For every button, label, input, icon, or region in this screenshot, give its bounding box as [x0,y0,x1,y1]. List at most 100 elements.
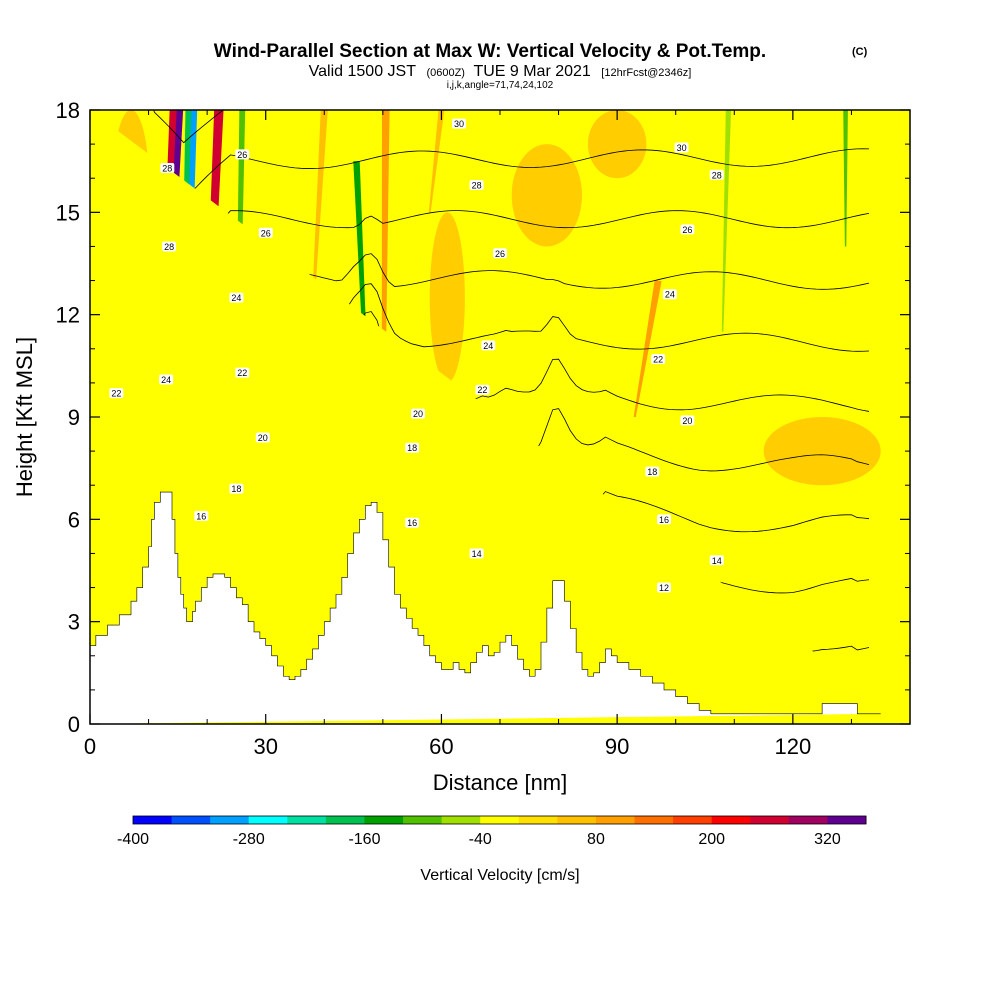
isentrope-label: 24 [159,374,174,385]
chart-title: Wind-Parallel Section at Max W: Vertical… [214,41,766,62]
isentrope-label-bg [475,384,490,395]
colorbar-tick-label: -160 [348,831,380,848]
isentrope-label-text: 24 [483,341,493,351]
colorbar-tick-label: -280 [233,831,265,848]
y-tick-label: 12 [56,303,80,328]
colorbar-swatch [827,816,867,824]
isentrope-label-text: 22 [653,355,663,365]
isentrope-label: 22 [235,367,250,378]
isentrope-label: 18 [405,442,420,453]
isentrope-label-text: 18 [647,467,657,477]
y-tick-label: 6 [68,507,80,532]
isentrope-label-bg [405,442,420,453]
isentrope-label: 30 [452,118,466,129]
colorbar: -400 -280 -160 -40 80 200 320 [117,815,867,848]
colorbar-tick-label: 80 [587,831,605,848]
colorbar-swatch [403,816,443,824]
isentrope-label-bg [160,162,175,173]
isentrope-label: 24 [662,289,677,300]
terrain [90,491,881,724]
isentrope-label-text: 24 [161,375,171,385]
isentrope-label: 22 [651,354,666,365]
y-tick-label: 3 [68,610,80,635]
isentrope-label-text: 14 [712,556,722,566]
isentrope-label: 26 [235,149,250,160]
subtitle-valid: Valid 1500 JST [309,63,417,80]
isentrope-label-text: 22 [111,389,121,399]
velocity-patch [429,212,465,383]
y-tick-label: 9 [68,405,80,430]
velocity-patch [511,144,582,247]
isentrope-label-bg [159,374,174,385]
isentrope-label-bg [662,289,677,300]
isentrope-label-text: 14 [472,549,482,559]
isentrope-label: 26 [258,227,273,238]
subtitle-date: TUE 9 Mar 2021 [473,63,590,80]
isentrope-label-text: 22 [237,368,247,378]
colorbar-swatch [441,816,481,824]
colorbar-swatch [480,816,520,824]
x-tick-label: 90 [605,734,629,759]
isentrope-label-text: 28 [712,170,722,180]
y-tick-label: 18 [56,98,80,123]
isentrope-label-bg [235,367,250,378]
colorbar-swatch [248,816,288,824]
isentrope-label: 28 [162,241,177,252]
isentrope-label-text: 24 [665,290,675,300]
isentrope-label-bg [235,149,250,160]
isentrope-label-bg [255,432,270,443]
isentrope-label: 16 [657,514,671,525]
isentrope-label-text: 28 [162,163,172,173]
isentrope-label-bg [162,241,177,252]
isentrope-label: 12 [657,582,671,593]
colorbar-swatch [634,816,674,824]
colorbar-swatch [788,816,828,824]
y-tick-label: 15 [56,200,80,225]
isentrope-label: 24 [481,340,496,351]
isentrope-label-text: 28 [472,181,482,191]
colorbar-tick-label: -40 [469,831,492,848]
y-axis: 0 3 6 9 12 15 18 [56,98,910,737]
x-tick-label: 120 [774,734,811,759]
velocity-patch [763,417,881,486]
isentrope-label-bg [493,248,507,259]
isentrope-label-bg [709,169,724,180]
colorbar-swatch [210,816,250,824]
subtitle-utc: (0600Z) [426,67,465,79]
colorbar-label: Vertical Velocity [cm/s] [420,867,579,884]
y-tick-label: 0 [68,712,80,737]
isentrope-label: 16 [194,510,209,521]
isentrope-label: 20 [680,415,695,426]
isentrope-label-text: 16 [196,511,206,521]
isentrope-label-bg [680,415,695,426]
colorbar-swatch [711,816,751,824]
isentrope-label-bg [481,340,496,351]
isentrope-line [90,148,870,202]
copyright-mark: (C) [852,46,868,58]
isentrope-label-text: 16 [407,518,417,528]
isentrope-label-text: 22 [477,385,487,395]
velocity-updraft-east3 [428,110,445,213]
isentrope-label: 28 [160,162,175,173]
isentrope-labels: 12 14 14 16 16 16 18 18 18 20 20 20 22 22 22 22 24 24 24 24… [109,118,724,593]
isentrope-label-bg [651,354,666,365]
isentrope-label-bg [405,517,420,528]
isentrope-label: 30 [674,142,689,153]
isentrope-label-text: 24 [231,293,241,303]
velocity-downdraft-east2 [843,110,848,247]
x-tick-label: 60 [429,734,453,759]
chart-subtitle: Valid 1500 JST (0600Z) TUE 9 Mar 2021 [1… [309,63,692,80]
y-axis-label: Height [Kft MSL] [12,337,37,497]
colorbar-swatch [287,816,327,824]
isentrope-label-bg [645,466,660,477]
subtitle-forecast: [12hrFcst@2346z] [601,67,691,79]
colorbar-swatch [595,816,636,824]
colorbar-swatch [325,816,365,824]
isentrope-label: 20 [255,432,270,443]
isentrope-label: 16 [405,517,420,528]
colorbar-tick-label: 200 [698,831,725,848]
isentrope-label: 18 [229,483,244,494]
isentrope-label: 18 [645,466,660,477]
isentrope-label: 24 [229,292,244,303]
